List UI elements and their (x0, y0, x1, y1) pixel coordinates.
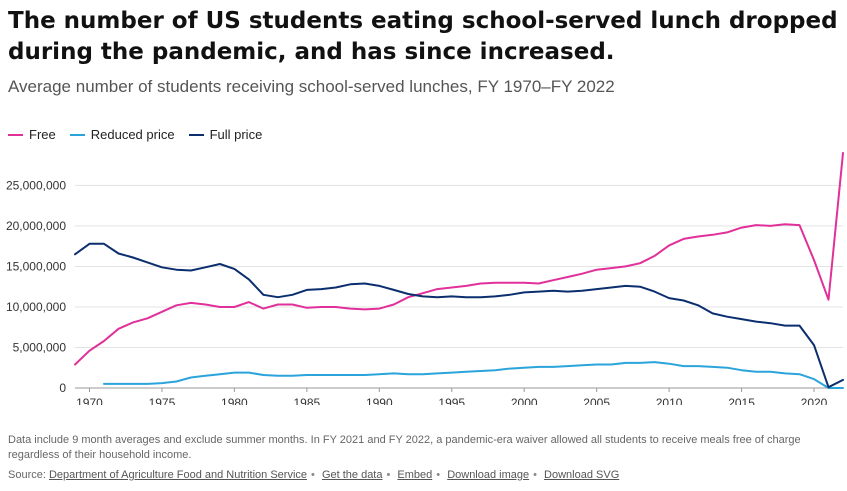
y-tick-label: 10,000,000 (6, 300, 66, 314)
x-tick-label: 2000 (511, 396, 538, 405)
embed-link[interactable]: Embed (397, 469, 433, 481)
legend-item-full-price[interactable]: Full price (188, 127, 263, 142)
x-tick-label: 1975 (149, 396, 176, 405)
x-tick-label: 1990 (366, 396, 393, 405)
series-line-full-price[interactable] (74, 242, 844, 389)
series-line-free[interactable] (74, 152, 844, 366)
legend-label-reduced-price: Reduced price (90, 127, 175, 142)
x-tick-label: 1985 (293, 396, 320, 405)
line-chart: 0 5,000,000 10,000,000 15,000,000 20,000,000… (6, 152, 844, 405)
legend-label-full-price: Full price (209, 127, 263, 142)
chart-footnote: Data include 9 month averages and exclud… (8, 434, 801, 461)
y-tick-label: 25,000,000 (6, 178, 66, 192)
x-tick-label: 2010 (656, 396, 683, 405)
download-image-link[interactable]: Download image (447, 469, 530, 481)
source-label: Source: (8, 469, 46, 481)
x-tick-label: 1970 (76, 396, 103, 405)
get-data-link[interactable]: Get the data (321, 469, 383, 481)
legend-item-reduced-price[interactable]: Reduced price (69, 127, 175, 142)
y-tick-label: 15,000,000 (6, 259, 66, 273)
y-tick-label: 0 (59, 381, 66, 395)
series-lines (74, 152, 844, 389)
y-tick-label: 5,000,000 (13, 340, 67, 354)
source-link[interactable]: Department of Agriculture Food and Nutri… (48, 469, 308, 481)
x-tick-label: 2020 (801, 396, 828, 405)
chart-title: The number of US students eating school-… (8, 8, 838, 65)
series-line-reduced-price[interactable] (103, 361, 844, 389)
legend-swatch-full-price (188, 133, 204, 136)
x-tick-label: 2005 (583, 396, 610, 405)
x-tick-label: 1980 (221, 396, 248, 405)
y-tick-label: 20,000,000 (6, 219, 66, 233)
x-axis-labels: 1970 1975 1980 1985 1990 1995 2000 2005 2010 2015… (76, 396, 828, 405)
legend-swatch-reduced-price (69, 133, 85, 136)
x-tick-label: 1995 (438, 396, 465, 405)
chart-legend: Free Reduced price Full price (8, 127, 276, 142)
legend-label-free: Free (29, 127, 56, 142)
legend-swatch-free (8, 133, 23, 136)
chart-subtitle: Average number of students receiving sch… (8, 77, 615, 96)
download-svg-link[interactable]: Download SVG (544, 469, 620, 481)
y-axis-labels: 0 5,000,000 10,000,000 15,000,000 20,000,000… (6, 178, 66, 395)
grid-lines (75, 184, 843, 392)
chart-source: Source: Department of Agriculture Food a… (8, 469, 620, 481)
legend-item-free[interactable]: Free (8, 127, 56, 142)
x-tick-label: 2015 (728, 396, 755, 405)
